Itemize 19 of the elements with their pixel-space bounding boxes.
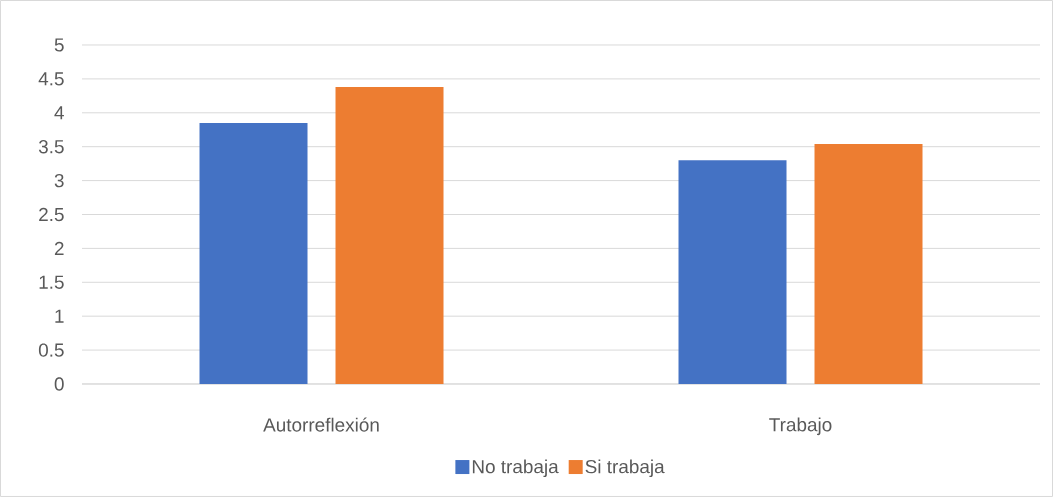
x-tick-label: Trabajo — [769, 417, 832, 436]
y-tick-label: 5 — [54, 38, 64, 52]
y-tick-label: 2.5 — [39, 207, 64, 222]
legend-label: No trabaja — [472, 459, 559, 478]
y-tick-label: 3 — [54, 173, 64, 188]
y-tick-label: 4.5 — [38, 72, 64, 86]
x-tick-label: Autorreflexión — [263, 417, 379, 432]
bar — [199, 122, 308, 384]
legend-label: Si trabaja — [585, 459, 665, 478]
y-tick-label: 3.5 — [38, 139, 64, 154]
y-tick-label: 1 — [55, 309, 64, 323]
bar — [335, 87, 444, 384]
y-tick-label: 0.5 — [38, 343, 64, 357]
y-tick-label: 1.5 — [39, 275, 64, 289]
y-tick-label: 2 — [54, 241, 64, 255]
bar — [814, 143, 923, 384]
bar — [678, 160, 787, 384]
y-tick-label: 4 — [54, 106, 64, 120]
y-tick-label: 0 — [54, 377, 64, 391]
